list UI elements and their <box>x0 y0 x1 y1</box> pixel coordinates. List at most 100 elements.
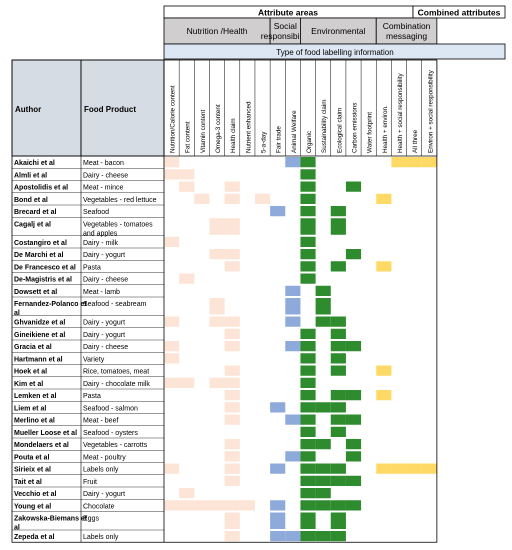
column-header: Omega-3 content <box>215 104 222 153</box>
author-cell: Fernandez-Polanco et <box>14 301 87 308</box>
column-header: Sustainability claim <box>321 99 328 153</box>
product-cell: Vegetables - tomatoes <box>83 221 153 228</box>
cell-nutrition <box>209 218 225 235</box>
cell-nutrition <box>224 463 240 474</box>
cell-nutrition <box>224 249 240 260</box>
cell-env <box>300 193 316 204</box>
cell-nutrition <box>224 316 240 327</box>
column-header: Ecological claim <box>336 108 343 153</box>
group-header-box <box>375 17 438 45</box>
cell-env <box>300 414 316 425</box>
product-cell: Meat - bacon <box>83 160 124 167</box>
cell-env <box>315 475 331 486</box>
cell-social <box>270 206 286 217</box>
product-cell: Seafood <box>83 209 109 216</box>
cell-nutrition <box>224 402 240 413</box>
cell-social <box>270 500 286 511</box>
cell-nutrition <box>224 531 240 542</box>
product-cell: Seafood - seabream <box>83 301 147 308</box>
author-cell: Almli et al <box>14 172 47 179</box>
cell-env <box>330 341 346 352</box>
cell-nutrition <box>224 181 240 192</box>
author-cell: Kim et al <box>14 381 43 388</box>
cell-env <box>330 512 346 529</box>
product-cell: Labels only <box>83 534 119 541</box>
group-header-label: responsibility <box>261 31 311 41</box>
attribute-areas-header: Attribute areas <box>258 8 318 18</box>
product-cell: Eggs <box>83 516 99 523</box>
column-header: Nutrient enhanced <box>245 101 252 153</box>
column-header: Fat content <box>185 121 192 153</box>
cell-env <box>300 169 316 180</box>
cell-nutrition <box>224 193 240 204</box>
cell-env <box>330 218 346 235</box>
product-cell: Dairy - chocolate milk <box>83 381 150 388</box>
cell-env <box>330 463 346 474</box>
cell-nutrition <box>209 298 225 315</box>
cell-social <box>285 341 301 352</box>
cell-env <box>345 414 362 425</box>
column-header: Animal Welfare <box>291 110 298 153</box>
column-header: All three <box>412 129 419 153</box>
cell-env <box>300 390 316 401</box>
group-header-label: Combination <box>383 21 431 31</box>
product-cell: Dairy - cheese <box>83 277 128 284</box>
product-cell: Vegetables - carrotts <box>83 442 148 449</box>
product-header: Food Product <box>84 105 136 114</box>
cell-env <box>300 475 316 486</box>
product-cell: and apples <box>83 230 118 237</box>
cell-env <box>300 402 316 413</box>
cell-env <box>300 261 316 272</box>
author-cell: al <box>14 310 20 317</box>
cell-env <box>330 414 346 425</box>
cell-env <box>330 353 346 364</box>
author-cell: Mueller Loose et al <box>14 430 77 437</box>
cell-env <box>300 426 316 437</box>
product-cell: Labels only <box>83 467 119 474</box>
cell-combo <box>391 463 407 474</box>
author-cell: De Francesco et al <box>14 264 76 271</box>
cell-env <box>345 181 362 192</box>
cell-social <box>285 157 301 168</box>
product-cell: Dairy - milk <box>83 240 118 247</box>
cell-nutrition <box>209 377 225 388</box>
cell-env <box>315 316 331 327</box>
cell-env <box>315 488 331 499</box>
type-of-labelling-header: Type of food labelling information <box>276 48 393 57</box>
cell-social <box>270 463 286 474</box>
column-header: Carbon emissions <box>352 103 359 153</box>
cell-combo <box>376 261 392 272</box>
cell-env <box>330 261 346 272</box>
cell-nutrition <box>224 475 240 486</box>
author-cell: Vecchio et al <box>14 491 56 498</box>
cell-env <box>330 402 346 413</box>
cell-nutrition <box>209 500 225 511</box>
product-cell: Pasta <box>83 264 101 271</box>
cell-social <box>285 298 301 315</box>
author-cell: Cagalj et al <box>14 221 51 228</box>
column-header: Water footprint <box>367 112 374 153</box>
cell-nutrition <box>224 365 240 376</box>
type-of-labelling-header-box <box>163 43 506 60</box>
cell-nutrition <box>179 181 195 192</box>
author-cell: Lemken et al <box>14 393 56 400</box>
cell-combo <box>376 365 392 376</box>
cell-env <box>330 365 346 376</box>
cell-nutrition <box>179 377 195 388</box>
cell-env <box>315 298 331 315</box>
cell-nutrition <box>224 414 240 425</box>
cell-nutrition <box>179 488 195 499</box>
product-cell: Chocolate <box>83 503 115 510</box>
author-cell: Mondelaers et al <box>14 442 69 449</box>
author-header: Author <box>15 105 41 114</box>
cell-env <box>345 341 362 352</box>
cell-nutrition <box>224 218 240 235</box>
author-cell: al <box>14 525 20 532</box>
column-header: Health + social responsibility <box>397 73 404 153</box>
cell-nutrition <box>164 236 180 247</box>
cell-env <box>330 500 346 511</box>
group-header-label: Social <box>274 21 297 31</box>
cell-social <box>270 512 286 529</box>
author-cell: De-Magistris et al <box>14 277 72 284</box>
cell-social <box>285 285 301 296</box>
